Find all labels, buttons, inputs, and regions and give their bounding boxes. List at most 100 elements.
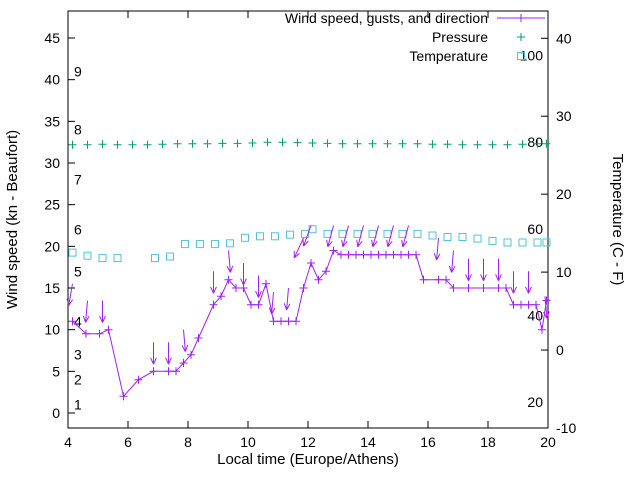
- wind-direction-arrow: [401, 225, 409, 248]
- wind-speed-line: [72, 249, 547, 398]
- x-tick-label: 16: [420, 434, 436, 450]
- wind-speed-point: [95, 329, 104, 338]
- temperature-point: [398, 229, 407, 238]
- x-tick-label: 8: [184, 434, 192, 450]
- pressure-point: [443, 140, 452, 149]
- wind-speed-point: [329, 246, 338, 255]
- wind-speed-point: [502, 284, 510, 292]
- wind-speed-point: [337, 250, 345, 259]
- wind-direction-arrow: [326, 225, 334, 248]
- wind-speed-point: [524, 300, 533, 309]
- temperature-point: [68, 248, 77, 257]
- y-left-tick-label: 15: [44, 280, 60, 296]
- temperature-point: [542, 238, 551, 247]
- x-axis-title: Local time (Europe/Athens): [217, 451, 399, 468]
- pressure-point: [488, 140, 497, 149]
- pressure-point: [158, 140, 167, 149]
- wind-direction-arrow: [433, 237, 441, 261]
- pressure-point: [263, 138, 272, 147]
- pressure-point: [218, 139, 227, 148]
- wind-speed-point: [307, 259, 315, 267]
- wind-direction-arrow: [283, 287, 291, 311]
- wind-speed-point: [104, 325, 113, 334]
- fahrenheit-scale-label: 40: [527, 307, 543, 323]
- temperature-point: [241, 233, 249, 242]
- wind-speed-point: [464, 284, 473, 292]
- wind-speed-point: [82, 329, 90, 338]
- wind-speed-point: [344, 250, 353, 259]
- pressure-point: [188, 139, 197, 148]
- wind-speed-point: [277, 317, 285, 326]
- wind-speed-point: [119, 392, 128, 401]
- temperature-point: [226, 239, 234, 248]
- y-left-tick-label: 30: [44, 155, 60, 171]
- pressure-point: [503, 140, 512, 149]
- wind-direction-arrow: [356, 225, 364, 248]
- x-tick-label: 6: [124, 434, 132, 450]
- wind-speed-point: [187, 350, 195, 359]
- wind-direction-arrow: [371, 225, 379, 248]
- pressure-point: [293, 138, 302, 147]
- wind-direction-arrow: [510, 271, 517, 294]
- beaufort-scale-label: 7: [74, 172, 82, 188]
- wind-speed-point: [209, 300, 218, 309]
- wind-speed-point: [299, 284, 308, 292]
- wind-direction-arrow: [386, 225, 394, 248]
- pressure-point: [338, 139, 347, 148]
- wind-speed-point: [314, 275, 323, 284]
- wind-speed-point: [292, 317, 300, 326]
- wind-speed-point: [284, 317, 293, 326]
- wind-direction-arrow: [293, 237, 304, 259]
- wind-speed-point: [532, 300, 540, 309]
- wind-speed-point: [374, 250, 383, 259]
- wind-direction-arrow: [480, 258, 487, 282]
- x-tick-label: 4: [64, 434, 72, 450]
- y-right-tick-label: 10: [556, 264, 572, 280]
- beaufort-scale-label: 8: [74, 122, 82, 138]
- temperature-point: [286, 230, 294, 239]
- temperature-point: [323, 229, 332, 238]
- wind-speed-point: [494, 284, 503, 292]
- temperature-series: [68, 225, 551, 263]
- wind-direction-arrow: [465, 258, 472, 282]
- pressure-point: [203, 139, 212, 148]
- wind-speed-point: [404, 250, 413, 259]
- pressure-point: [413, 139, 422, 148]
- temperature-point: [533, 238, 542, 247]
- right-axis-title: Temperature (C - F): [609, 154, 626, 286]
- wind-speed-point: [134, 375, 143, 384]
- wind-direction-arrow: [268, 292, 276, 315]
- y-left-tick-label: 0: [52, 405, 60, 421]
- wind-speed-point: [352, 250, 360, 259]
- wind-direction-arrow: [181, 329, 189, 352]
- x-tick-label: 12: [300, 434, 316, 450]
- wind-speed-point: [217, 292, 225, 301]
- temperature-point: [98, 254, 107, 263]
- wind-direction-arrow: [341, 225, 349, 248]
- temperature-point: [256, 232, 264, 241]
- wind-speed-point: [247, 300, 255, 309]
- wind-direction-arrow: [66, 283, 74, 306]
- temperature-point: [151, 254, 159, 263]
- beaufort-scale-label: 4: [74, 313, 82, 329]
- beaufort-scale-label: 2: [74, 372, 82, 388]
- wind-speed-point: [479, 284, 488, 292]
- wind-speed-point: [262, 279, 270, 288]
- wind-speed-point: [149, 367, 158, 376]
- wind-speed-point: [164, 367, 173, 376]
- y-left-tick-label: 45: [44, 30, 60, 46]
- pressure-point: [83, 140, 92, 149]
- y-left-tick-label: 25: [44, 197, 60, 213]
- wind-speed-point: [442, 275, 450, 284]
- wind-speed-point: [412, 250, 420, 259]
- wind-direction-arrow: [302, 225, 312, 247]
- pressure-point: [278, 138, 287, 147]
- wind-speed-point: [397, 250, 405, 259]
- chart-generated-content: 4 6 8 10 12 14 16 18 20051015202530354045-100102…: [44, 11, 576, 450]
- temperature-point: [458, 233, 467, 241]
- temperature-point: [308, 225, 317, 234]
- pressure-point: [308, 139, 317, 147]
- temperature-point: [301, 229, 309, 238]
